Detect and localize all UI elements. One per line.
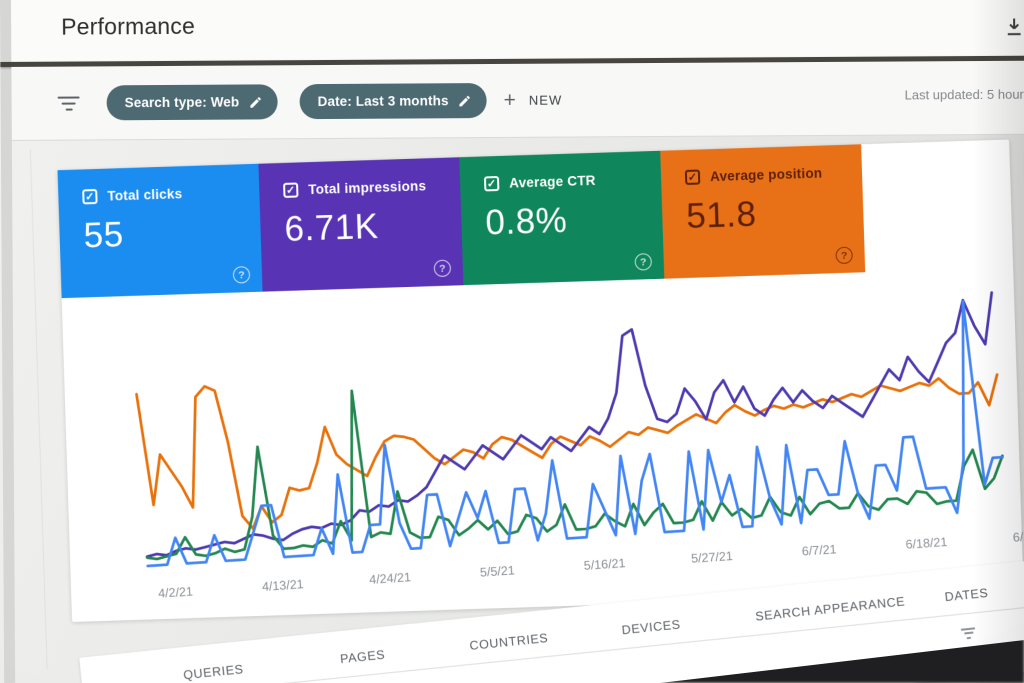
x-axis-tick-label: 6/7/21 (801, 542, 837, 559)
x-axis-tick-label: 5/5/21 (479, 563, 516, 580)
metric-label: Total impressions (308, 178, 427, 198)
export-download-icon[interactable] (1003, 16, 1024, 38)
x-axis-tick-label: 4/13/21 (261, 577, 305, 594)
checkbox-checked-icon[interactable]: ✓ (483, 175, 500, 192)
question-circle-icon[interactable]: ? (232, 266, 251, 284)
performance-line-chart (135, 291, 1004, 568)
x-axis-tick-label: 4/2/21 (157, 584, 194, 601)
tab-queries[interactable]: QUERIES (177, 661, 251, 683)
x-axis-tick-label: 5/27/21 (690, 549, 734, 566)
metric-value: 0.8% (484, 200, 568, 243)
tab-devices[interactable]: DEVICES (615, 616, 687, 639)
question-circle-icon[interactable]: ? (433, 259, 452, 278)
metric-value: 51.8 (685, 194, 758, 236)
tab-pages[interactable]: PAGES (333, 646, 391, 668)
x-axis-tick-label: 6/18/21 (905, 535, 948, 552)
x-axis-tick-label: 4/24/21 (368, 570, 412, 587)
content-edge-line (29, 149, 48, 669)
metric-value: 55 (83, 215, 125, 256)
date-range-chip[interactable]: Date: Last 3 months (299, 83, 487, 120)
question-circle-icon[interactable]: ? (634, 253, 653, 271)
performance-panel: ✓ Total clicks 55 ? ✓ Total impressions … (57, 139, 1024, 622)
metric-label: Average CTR (508, 172, 596, 191)
tab-countries[interactable]: COUNTRIES (463, 629, 555, 654)
metric-cards-row: ✓ Total clicks 55 ? ✓ Total impressions … (57, 144, 866, 299)
average-ctr-card[interactable]: ✓ Average CTR 0.8% ? (459, 150, 665, 286)
question-circle-icon[interactable]: ? (835, 246, 853, 265)
checkbox-checked-icon[interactable]: ✓ (82, 188, 98, 205)
top-bar: Performance (10, 0, 1024, 62)
checkbox-checked-icon[interactable]: ✓ (684, 169, 701, 185)
x-axis-tick-label: 5/16/21 (583, 556, 626, 573)
average-position-card[interactable]: ✓ Average position 51.8 ? (660, 144, 866, 279)
table-filter-icon[interactable] (960, 624, 977, 640)
series-line-average-ctr (145, 389, 1004, 561)
total-clicks-card[interactable]: ✓ Total clicks 55 ? (57, 163, 263, 299)
filter-bar: Search type: Web Date: Last 3 months + N… (11, 60, 1024, 141)
metric-value: 6.71K (283, 206, 380, 249)
series-line-total-clicks (146, 300, 1004, 568)
metric-label: Average position (709, 165, 823, 185)
series-line-average-position (135, 373, 999, 530)
x-axis-tick-label: 6/29/21 (1012, 527, 1024, 545)
metric-label: Total clicks (107, 186, 183, 204)
pencil-icon (250, 96, 261, 108)
series-line-total-impressions (145, 291, 994, 558)
search-type-chip[interactable]: Search type: Web (106, 84, 278, 121)
performance-chart-block: 4/2/21 4/13/21 4/24/21 5/5/21 5/16/21 5/27/21… (71, 285, 1024, 616)
total-impressions-card[interactable]: ✓ Total impressions 6.71K ? (258, 157, 464, 292)
pencil-icon (459, 95, 470, 106)
checkbox-checked-icon[interactable]: ✓ (283, 182, 299, 198)
tab-dates[interactable]: DATES (938, 584, 995, 606)
